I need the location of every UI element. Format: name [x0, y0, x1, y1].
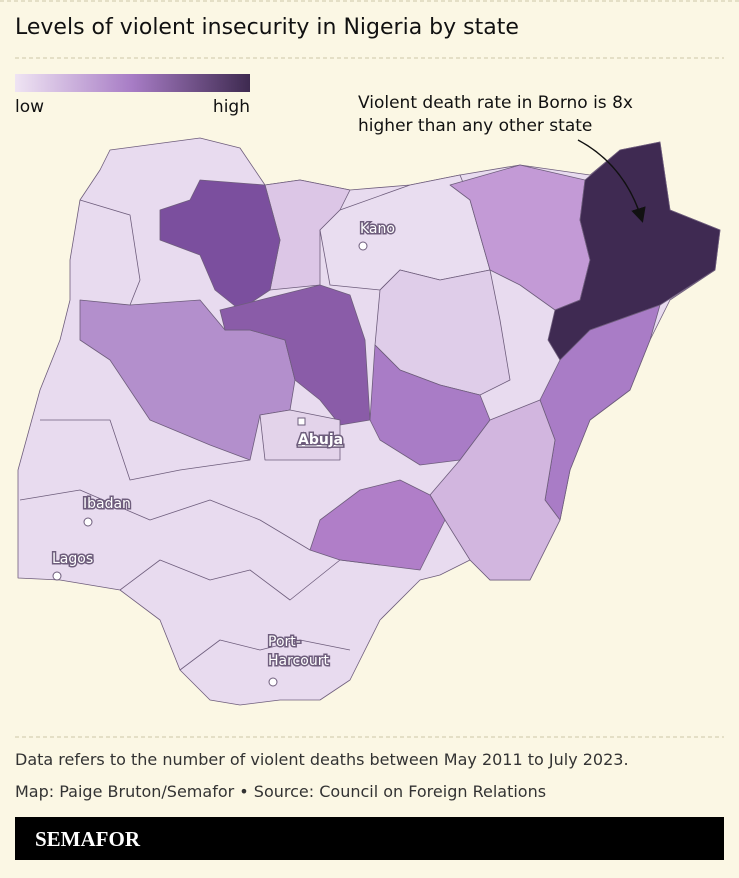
- legend-high: high: [213, 97, 250, 117]
- legend-low: low: [15, 97, 44, 117]
- annotation: Violent death rate in Borno is 8x: [358, 93, 633, 113]
- logo: SEMAFOR: [35, 827, 141, 851]
- city-label: Abuja: [298, 432, 343, 448]
- boundary: [179, 639, 351, 671]
- boundary: [19, 489, 311, 551]
- city-dot: [52, 571, 62, 581]
- city-label: Lagos: [52, 551, 93, 567]
- state: [429, 399, 561, 581]
- capital-marker: [297, 417, 306, 426]
- state: [159, 179, 281, 311]
- city-label: Harcourt: [268, 653, 329, 669]
- footnote: Data refers to the number of violent dea…: [15, 750, 629, 769]
- city-label: Kano: [360, 221, 395, 237]
- boundary: [119, 559, 381, 601]
- city-dot: [83, 517, 93, 527]
- legend-gradient: [15, 74, 250, 92]
- map: [17, 137, 721, 706]
- title: Levels of violent insecurity in Nigeria …: [15, 15, 519, 40]
- credit: Map: Paige Bruton/Semafor • Source: Coun…: [15, 782, 546, 801]
- city-dot: [358, 241, 368, 251]
- boundary: [40, 419, 251, 481]
- city-label: Ibadan: [83, 496, 131, 512]
- state-fct: [259, 409, 341, 461]
- city-label: Port-: [268, 634, 301, 650]
- logo-bar: [15, 817, 724, 860]
- city-dot: [268, 677, 278, 687]
- boundary: [79, 199, 141, 306]
- annotation: higher than any other state: [358, 116, 592, 136]
- annotation-arrow: [577, 139, 646, 223]
